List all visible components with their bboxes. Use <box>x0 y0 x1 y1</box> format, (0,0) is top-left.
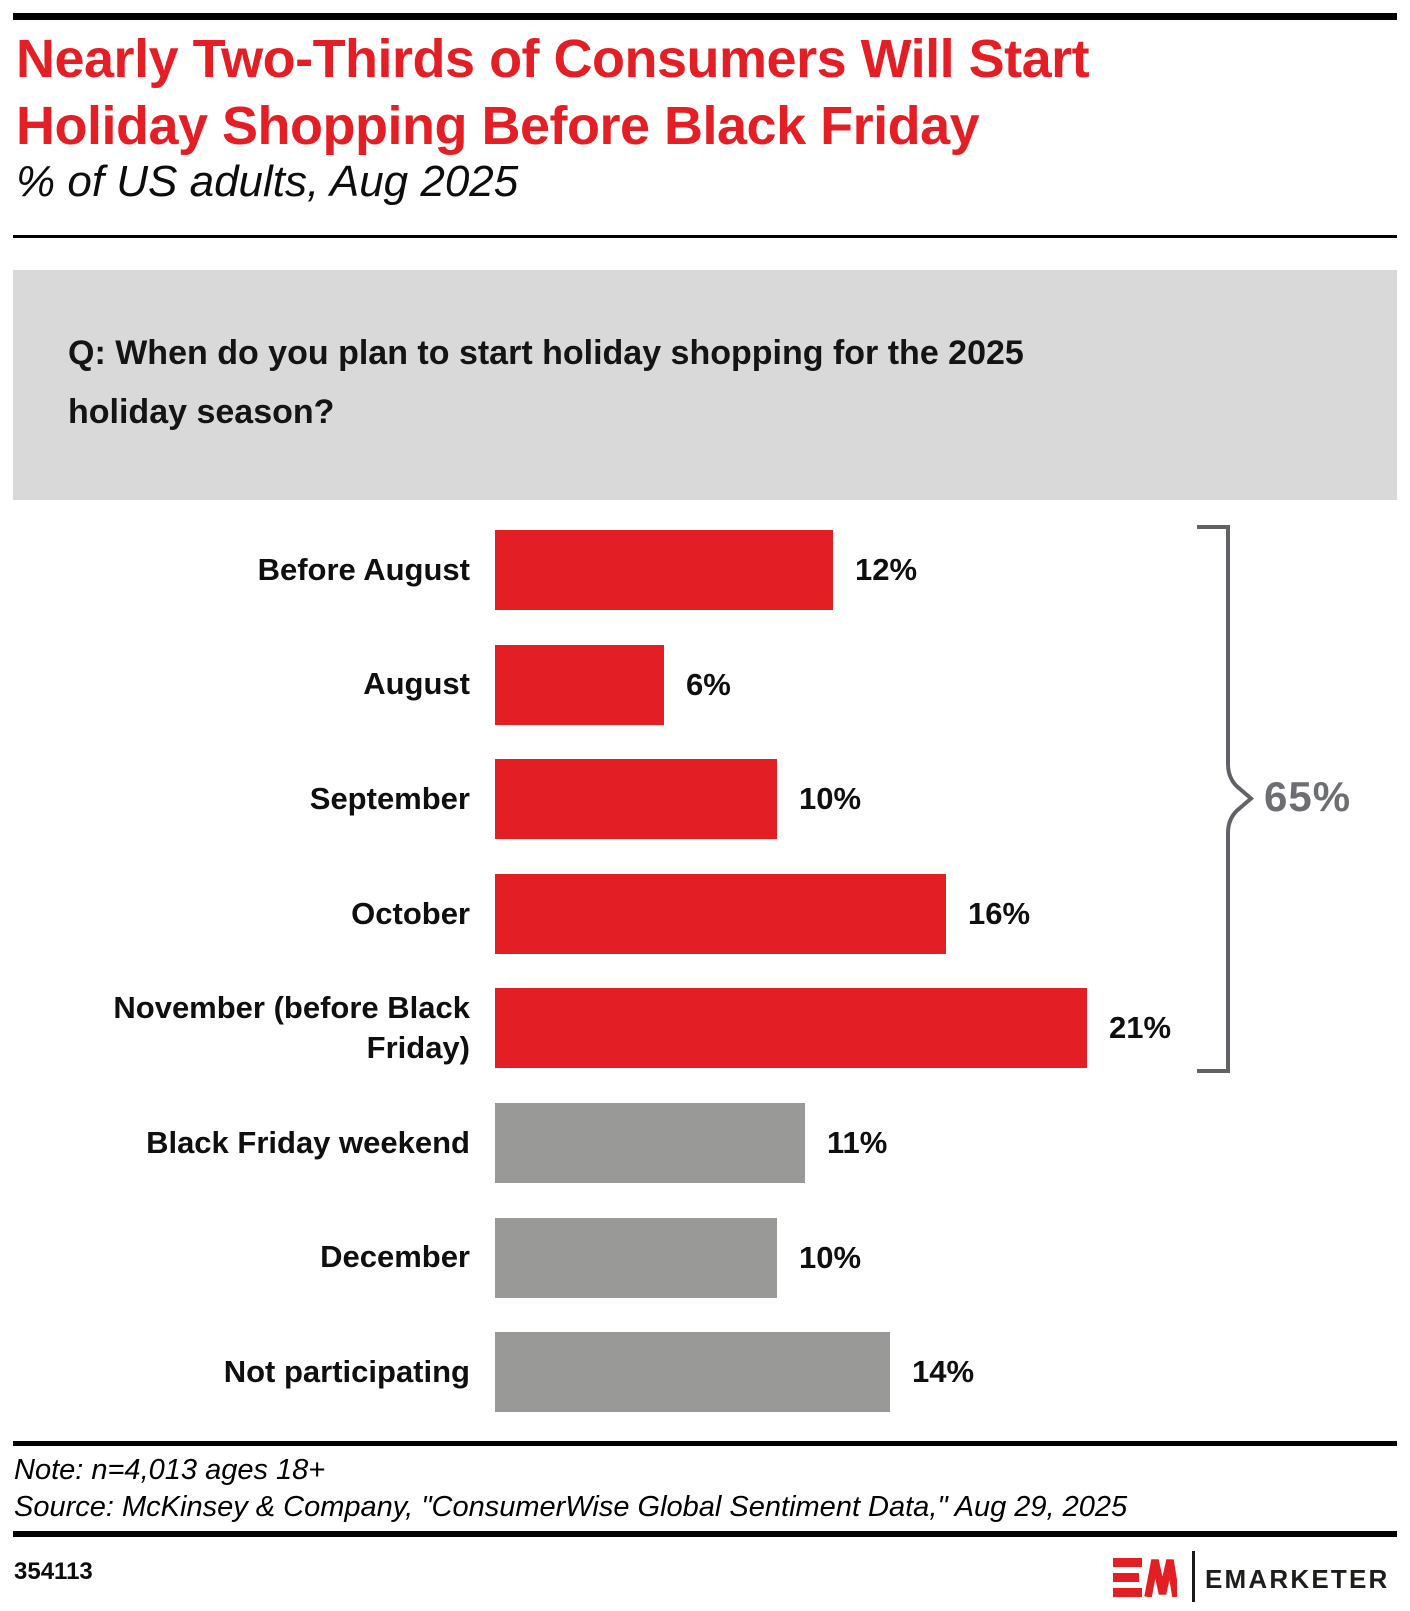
value-label: 6% <box>686 666 731 702</box>
bar <box>495 644 664 725</box>
value-label: 16% <box>968 895 1031 931</box>
footnotes: Note: n=4,013 ages 18+ Source: McKinsey … <box>14 1452 1398 1526</box>
chart-row: August 6% <box>0 644 1410 725</box>
bar <box>495 1102 805 1183</box>
footnote-rule-bottom <box>13 1531 1397 1537</box>
row-label: Not participating <box>223 1354 470 1389</box>
chart-row: December 10% <box>0 1217 1410 1298</box>
page-title: Nearly Two-Thirds of Consumers Will Star… <box>16 26 1396 160</box>
bar <box>495 1332 890 1413</box>
bar <box>495 873 946 954</box>
bar <box>495 759 777 840</box>
chart-row: October 16% <box>0 873 1410 954</box>
brace-bracket-icon <box>1197 525 1255 1073</box>
page-title-line-2: Holiday Shopping Before Black Friday <box>16 96 980 156</box>
chart-row: September 10% <box>0 759 1410 840</box>
row-label: November (before Black Friday) <box>113 990 470 1066</box>
chart-row: November (before Black Friday) 21% <box>0 988 1410 1069</box>
value-label: 12% <box>855 552 918 587</box>
annotation-value: 65% <box>1264 773 1352 820</box>
row-label: September <box>309 781 470 817</box>
value-label: 10% <box>799 781 862 817</box>
question-line-1: Q: When do you plan to start holiday sho… <box>68 334 1024 372</box>
question-box: Q: When do you plan to start holiday sho… <box>13 270 1397 500</box>
question-line-2: holiday season? <box>68 393 335 431</box>
value-label: 10% <box>799 1239 862 1275</box>
footnote-rule-top <box>13 1441 1397 1446</box>
top-rule <box>13 13 1397 20</box>
value-label: 11% <box>827 1124 888 1160</box>
brand-wordmark: EMARKETER <box>1205 1564 1390 1594</box>
row-label: Before August <box>257 551 470 587</box>
source-text: Source: McKinsey & Company, "ConsumerWis… <box>14 1491 1128 1523</box>
bar <box>495 988 1087 1069</box>
note-text: Note: n=4,013 ages 18+ <box>14 1454 326 1486</box>
header-divider <box>13 235 1397 238</box>
bar <box>495 530 833 610</box>
emarketer-logo-icon <box>1113 1558 1177 1597</box>
row-label: August <box>363 666 470 702</box>
chart-row: Not participating 14% <box>0 1332 1410 1413</box>
value-label: 21% <box>1109 1010 1172 1046</box>
bar-chart: Before August 12% August 6% September 10… <box>0 530 1410 1447</box>
logo-divider <box>1192 1551 1195 1602</box>
chart-row: Before August 12% <box>0 530 1410 610</box>
bar <box>495 1217 777 1298</box>
question-text: Q: When do you plan to start holiday sho… <box>68 324 1024 442</box>
chart-id: 354113 <box>14 1558 93 1585</box>
page-subtitle: % of US adults, Aug 2025 <box>16 157 519 206</box>
page-title-line-1: Nearly Two-Thirds of Consumers Will Star… <box>16 29 1090 89</box>
row-label: December <box>320 1239 470 1275</box>
chart-row: Black Friday weekend 11% <box>0 1102 1410 1183</box>
row-label: Black Friday weekend <box>146 1124 470 1160</box>
row-label: October <box>351 895 470 931</box>
value-label: 14% <box>912 1354 975 1390</box>
